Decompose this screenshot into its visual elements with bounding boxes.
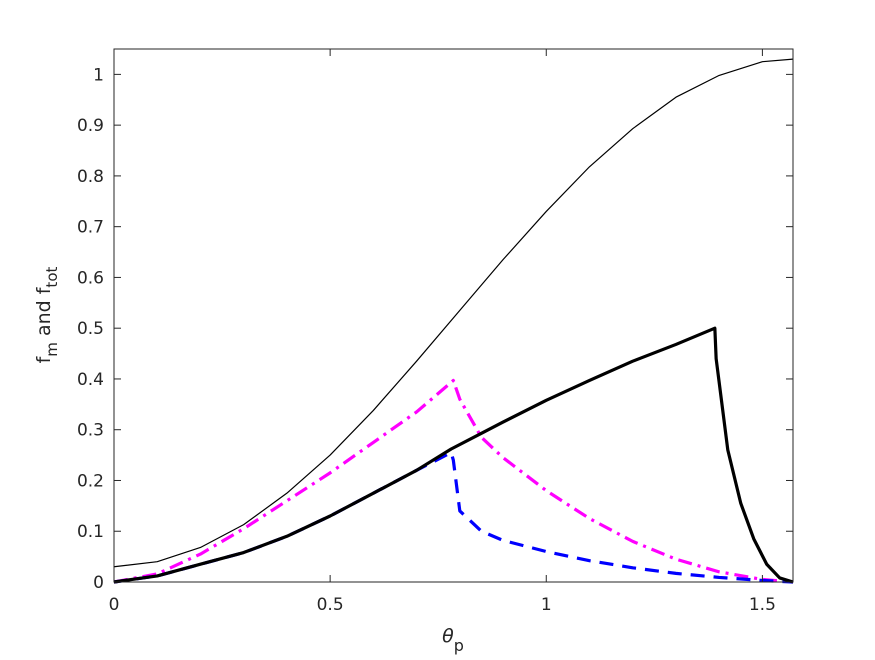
- y-tick-label: 1: [93, 65, 104, 85]
- y-tick-label: 0.1: [77, 522, 104, 542]
- x-axis-label-main: θ: [442, 625, 454, 647]
- series-layer: [113, 58, 794, 584]
- y-axis-label-sub-m: m: [43, 342, 61, 357]
- series-line-3: [113, 378, 794, 584]
- y-axis-label: fm and ftot: [33, 266, 61, 363]
- y-axis-label-sub-tot: tot: [43, 266, 61, 287]
- axes-box: [113, 48, 794, 583]
- x-tick-label: 0.5: [317, 595, 344, 615]
- y-tick-label: 0.5: [77, 319, 104, 339]
- series-line-0: [113, 58, 794, 568]
- y-tick-label: 0.9: [77, 116, 104, 136]
- y-tick-label: 0.8: [77, 167, 104, 187]
- y-axis-label-part-1: f: [33, 355, 55, 363]
- y-tick-label: 0: [93, 573, 104, 593]
- x-tick-label: 1: [541, 595, 552, 615]
- x-tick-label: 0: [109, 595, 120, 615]
- plot-area: [114, 49, 793, 582]
- y-axis: 0 0.1 0.2 0.3 0.4 0.5 0.6 0.7 0.8 0.9 1: [77, 65, 793, 593]
- x-axis-label: θp: [442, 625, 464, 655]
- x-axis-label-sub: p: [454, 636, 464, 655]
- y-tick-label: 0.4: [77, 370, 104, 390]
- series-line-1: [113, 326, 794, 584]
- y-axis-label-part-2: and f: [33, 286, 55, 342]
- y-tick-label: 0.3: [77, 421, 104, 441]
- y-tick-label: 0.6: [77, 268, 104, 288]
- x-axis: 0 0.5 1 1.5: [109, 49, 776, 615]
- y-tick-label: 0.7: [77, 218, 104, 238]
- y-tick-label: 0.2: [77, 471, 104, 491]
- x-tick-label: 1.5: [749, 595, 776, 615]
